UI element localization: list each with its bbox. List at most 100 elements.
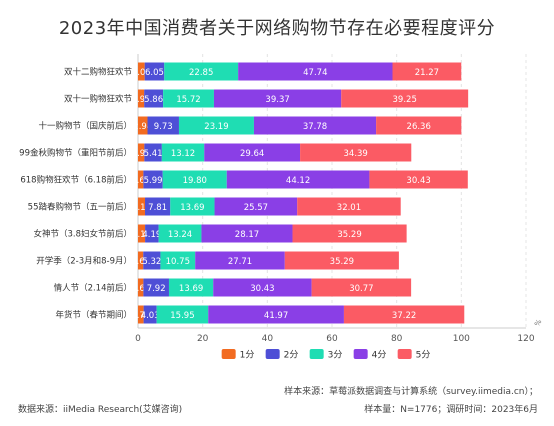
data-label: 13.69 [179,284,203,294]
bar-segment [213,89,342,108]
legend-swatch [309,349,324,359]
data-label: 2.19 [132,230,151,240]
data-label: 6.05 [145,68,164,78]
bar-segment [144,143,162,162]
bar-segment [143,251,161,270]
data-label: 26.36 [407,122,431,132]
bar-segment [143,305,157,324]
legend-swatch [397,349,412,359]
bar-segment [392,62,462,81]
data-label: 44.12 [286,176,310,186]
data-label: 1.66 [131,284,150,294]
x-tick-label: 60 [326,334,338,344]
data-label: 39.37 [265,95,289,105]
legend-label: 2分 [284,350,299,361]
data-label: 5.86 [144,95,163,105]
bar-segment [138,224,146,243]
bar-segment [168,278,214,297]
bar-segment [204,143,301,162]
bar-segment [163,89,214,108]
category-label: 开学季（2-3月和8-9月） [36,256,132,267]
data-label: 19.80 [183,176,207,186]
data-label: 30.77 [349,284,373,294]
bar-segment [147,116,179,135]
bar-segment [300,143,412,162]
data-label: 35.29 [330,257,354,267]
x-tick-label: 80 [391,334,403,344]
bar-segment [144,89,164,108]
data-label: 15.95 [170,311,194,321]
data-label: 37.22 [392,311,416,321]
bar-segment [343,305,465,324]
data-label: 9.73 [154,122,173,132]
data-label: 10.75 [166,257,190,267]
legend-label: 5分 [416,350,431,361]
data-label: 41.97 [264,311,288,321]
bar-segment [145,224,159,243]
data-label: 5.32 [142,257,161,267]
category-label: 女神节（3.8妇女节前后） [33,229,132,240]
sample-size-note: 样本量：N=1776；调研时间：2023年6月 [364,405,538,415]
data-label: 21.27 [415,68,439,78]
data-label: 1.91 [132,95,151,105]
data-label: 7.92 [147,284,166,294]
bar-segment [195,251,285,270]
bar-segment [170,197,215,216]
bar-segment [156,305,209,324]
category-label: 十一购物节（国庆前后） [38,121,132,132]
bar-segment [311,278,412,297]
data-source-note: 数据来源：iiMedia Research(艾媒咨询) [18,405,183,415]
bar-segment [164,62,239,81]
bar-segment [162,170,227,189]
data-label: 30.43 [406,176,430,186]
chart-title: 2023年中国消费者关于网络购物节存在必要程度评分 [58,18,496,39]
bar-segment [160,251,196,270]
legend-label: 4分 [372,350,387,361]
category-label: 618购物狂欢节（6.18前后） [20,175,132,186]
bar-segment [214,197,298,216]
data-label: 28.17 [235,230,259,240]
bar-segment [138,89,145,108]
data-label: 4.19 [142,230,161,240]
bar-segment [238,62,393,81]
x-tick-label: 0 [135,334,141,344]
data-label: 25.57 [244,203,268,213]
data-label: 27.71 [228,257,252,267]
legend-swatch [221,349,236,359]
data-label: 1.62 [131,257,150,267]
bar-segment [138,278,144,297]
bar-segment [138,197,146,216]
bar-segment [138,251,144,270]
legend-label: 1分 [240,350,255,361]
bar-segment [369,170,468,189]
data-label: 47.74 [303,68,327,78]
data-label: 5.99 [144,176,163,186]
data-label: 5.41 [144,149,163,159]
legend-label: 3分 [328,350,343,361]
data-label: 35.29 [337,230,361,240]
bar-segment [341,89,469,108]
data-label: 15.72 [176,95,200,105]
bar-segment [138,305,144,324]
bar-segment [178,116,254,135]
x-tick-label: 120 [517,334,534,344]
data-label: 32.01 [337,203,361,213]
bar-segment [292,224,407,243]
bar-segment [213,278,312,297]
data-label: 1.66 [131,176,150,186]
sample-source-note: 样本来源：草莓派数据调查与计算系统（survey.iimedia.cn）； [284,387,538,397]
bar-segment [138,62,145,81]
category-label: 双十一购物狂欢节 [64,94,133,105]
data-label: 7.81 [148,203,167,213]
legend-swatch [265,349,280,359]
data-label: 23.19 [204,122,228,132]
data-label: 29.64 [240,149,264,159]
data-label: 13.12 [171,149,195,159]
data-label: 34.39 [344,149,368,159]
bar-segment [297,197,401,216]
bar-segment [161,143,205,162]
data-label: 4.03 [141,311,160,321]
data-label: 2.07 [132,68,151,78]
data-label: 22.85 [189,68,213,78]
